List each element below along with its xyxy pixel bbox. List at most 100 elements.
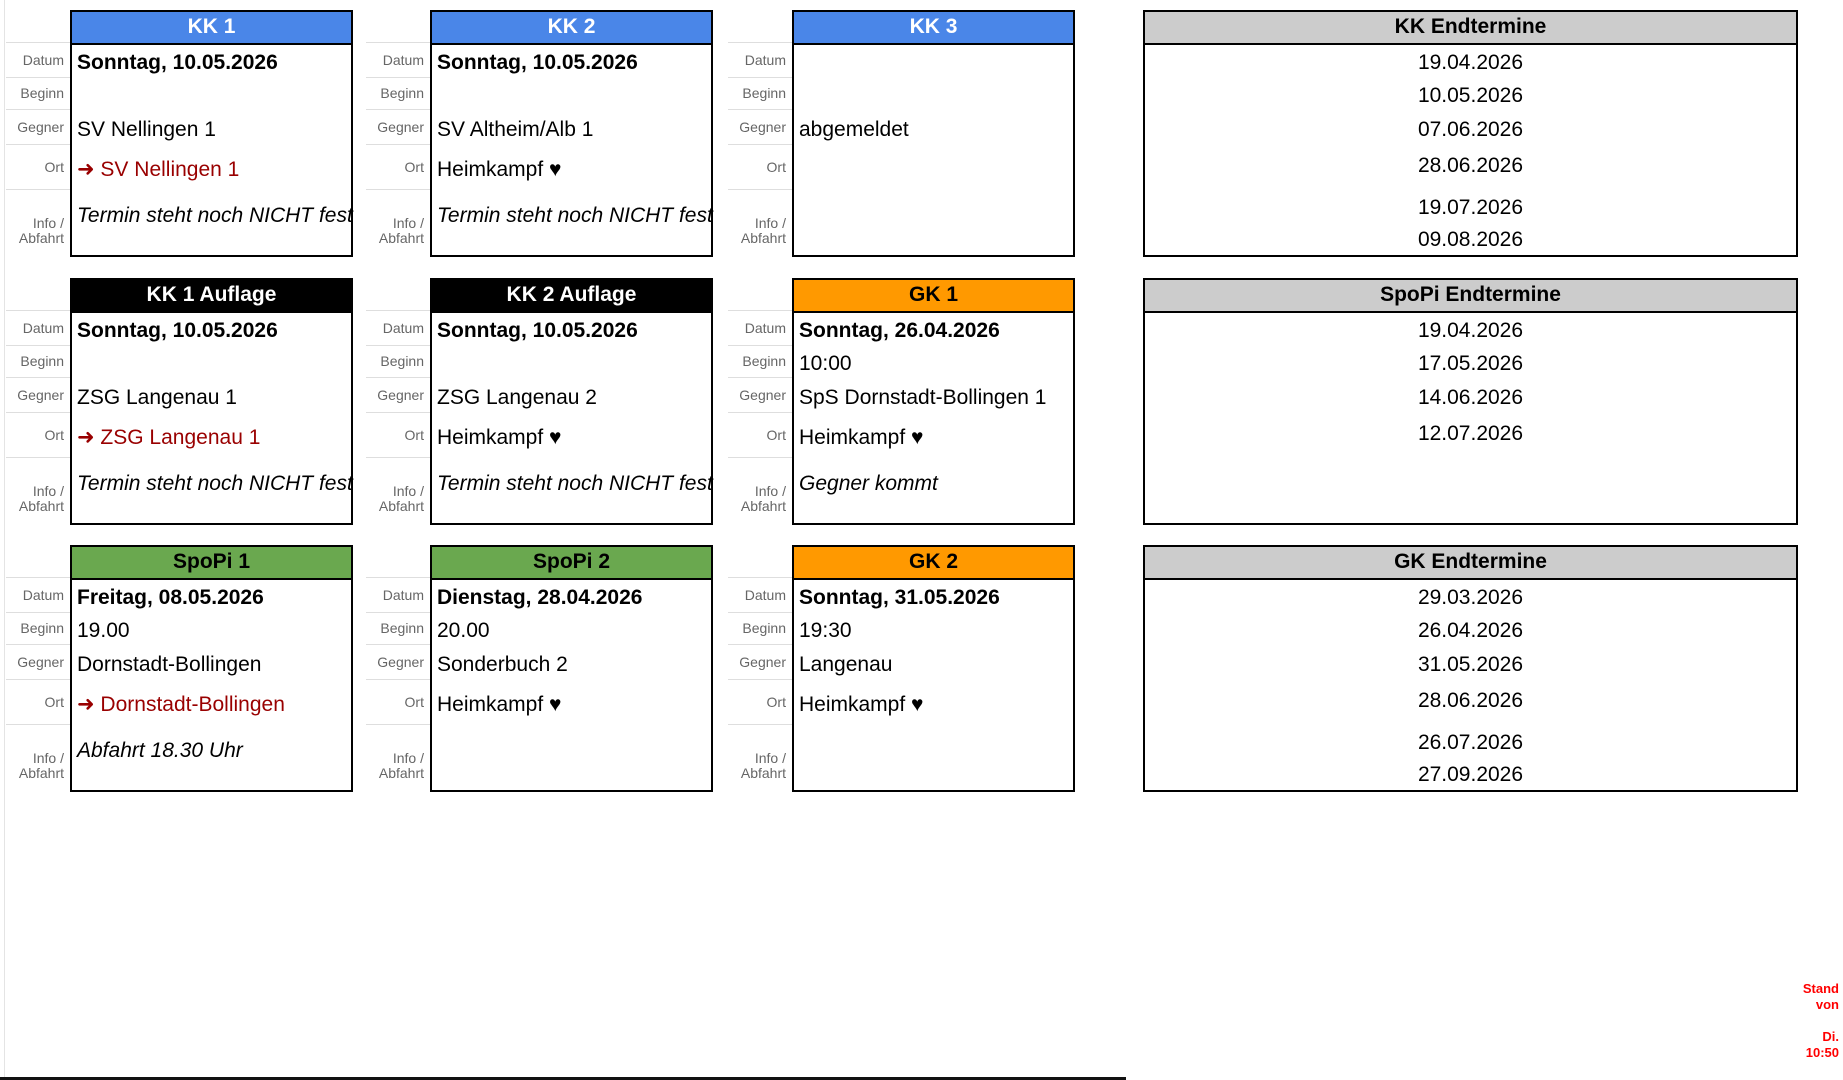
beginn-value: 10:00 [799, 352, 852, 375]
label-datum: Datum [366, 311, 430, 346]
label-datum: Datum [6, 578, 70, 613]
label-beginn: Beginn [728, 346, 792, 378]
table-title: GK Endtermine [1145, 547, 1796, 580]
label-ort: Ort [728, 680, 792, 725]
gegner-value: abgemeldet [799, 117, 909, 141]
date-cell: 19.04.2026 [1417, 50, 1524, 74]
date-cell: 19.04.2026 [1417, 318, 1524, 342]
info-value: Termin steht noch NICHT fest [437, 204, 713, 227]
label-info-abfahrt: Info / Abfahrt [18, 483, 64, 514]
label-gegner: Gegner [6, 645, 70, 680]
info-value [794, 192, 1073, 255]
ort-value: ➜ Dornstadt-Bollingen [77, 693, 285, 716]
card-title: KK 1 [72, 12, 351, 45]
info-value: Termin steht noch NICHT fest [77, 472, 353, 495]
ort-value [794, 147, 1073, 192]
beginn-value: 19.00 [77, 619, 130, 642]
date-cell: 31.05.2026 [1417, 652, 1524, 676]
datum-value: Freitag, 08.05.2026 [77, 585, 264, 609]
card-kk2: KK 2 Sonntag, 10.05.2026 SV Altheim/Alb … [430, 10, 713, 257]
label-beginn: Beginn [6, 613, 70, 645]
label-gegner: Gegner [728, 645, 792, 680]
status-note-line: Di. [1822, 1029, 1839, 1044]
label-gegner: Gegner [366, 110, 430, 145]
label-ort: Ort [728, 145, 792, 190]
ort-value: ➜ SV Nellingen 1 [77, 158, 240, 181]
label-info-abfahrt: Info / Abfahrt [18, 215, 64, 246]
date-cell: 29.03.2026 [1417, 585, 1524, 609]
datum-value: Sonntag, 10.05.2026 [77, 318, 278, 342]
label-beginn: Beginn [6, 78, 70, 110]
card-title: GK 2 [794, 547, 1073, 580]
label-gegner: Gegner [6, 378, 70, 413]
ort-value: Heimkampf ♥ [799, 425, 924, 449]
label-info-abfahrt: Info / Abfahrt [378, 215, 424, 246]
date-cell: 26.07.2026 [1417, 731, 1524, 754]
card-group-kk3: Datum Beginn Gegner Ort Info / Abfahrt KK… [728, 10, 1075, 257]
gegner-value: Langenau [799, 652, 893, 676]
label-datum: Datum [366, 43, 430, 78]
status-note-line: von [1815, 997, 1839, 1012]
label-ort: Ort [6, 145, 70, 190]
card-title: SpoPi 1 [72, 547, 351, 580]
card-group-kk1: Datum Beginn Gegner Ort Info / Abfahrt KK… [6, 10, 353, 257]
gegner-value: SV Altheim/Alb 1 [437, 117, 594, 141]
label-beginn: Beginn [728, 78, 792, 110]
card-kk3: KK 3 abgemeldet [792, 10, 1075, 257]
table-gk-endtermine: GK Endtermine 29.03.2026 26.04.2026 31.0… [1143, 545, 1798, 792]
label-gegner: Gegner [728, 110, 792, 145]
table-spopi-endtermine: SpoPi Endtermine 19.04.2026 17.05.2026 1… [1143, 278, 1798, 525]
table-title: KK Endtermine [1145, 12, 1796, 45]
date-cell [1145, 460, 1796, 492]
datum-value: Dienstag, 28.04.2026 [437, 585, 643, 609]
card-group-gk1: Datum Beginn Gegner Ort Info / Abfahrt GK… [728, 278, 1075, 525]
info-value: Gegner kommt [799, 472, 938, 495]
label-datum: Datum [728, 311, 792, 346]
gegner-value: SpS Dornstadt-Bollingen 1 [799, 385, 1047, 409]
gegner-value: ZSG Langenau 2 [437, 385, 597, 409]
table-title: SpoPi Endtermine [1145, 280, 1796, 313]
date-cell: 07.06.2026 [1417, 117, 1524, 141]
ort-value: Heimkampf ♥ [437, 157, 562, 181]
info-value: Termin steht noch NICHT fest [437, 472, 713, 495]
card-kk1: KK 1 Sonntag, 10.05.2026 SV Nellingen 1 … [70, 10, 353, 257]
card-spopi1: SpoPi 1 Freitag, 08.05.2026 19.00 Dornst… [70, 545, 353, 792]
datum-value: Sonntag, 10.05.2026 [437, 50, 638, 74]
beginn-value [794, 80, 1073, 112]
label-ort: Ort [366, 145, 430, 190]
label-ort: Ort [366, 680, 430, 725]
ort-value: ➜ ZSG Langenau 1 [77, 426, 261, 449]
gegner-value: SV Nellingen 1 [77, 117, 216, 141]
label-beginn: Beginn [6, 346, 70, 378]
beginn-value [72, 348, 351, 380]
card-kk2-auflage: KK 2 Auflage Sonntag, 10.05.2026 ZSG Lan… [430, 278, 713, 525]
date-cell [1145, 492, 1796, 524]
card-group-kk2-auflage: Datum Beginn Gegner Ort Info / Abfahrt KK… [366, 278, 713, 525]
date-cell: 10.05.2026 [1417, 84, 1524, 107]
label-ort: Ort [6, 680, 70, 725]
card-title: SpoPi 2 [432, 547, 711, 580]
date-cell: 14.06.2026 [1417, 385, 1524, 409]
info-value [794, 727, 1073, 790]
ort-value: Heimkampf ♥ [437, 425, 562, 449]
beginn-value [72, 80, 351, 112]
beginn-value: 19:30 [799, 619, 852, 642]
row-labels: Datum Beginn Gegner Ort Info / Abfahrt [728, 10, 792, 257]
row-labels: Datum Beginn Gegner Ort Info / Abfahrt [6, 278, 70, 525]
label-info-abfahrt: Info / Abfahrt [740, 483, 786, 514]
card-title: KK 3 [794, 12, 1073, 45]
status-note-line: Stand [1802, 981, 1839, 996]
row-labels: Datum Beginn Gegner Ort Info / Abfahrt [366, 278, 430, 525]
card-group-kk2: Datum Beginn Gegner Ort Info / Abfahrt KK… [366, 10, 713, 257]
label-datum: Datum [728, 43, 792, 78]
label-datum: Datum [6, 311, 70, 346]
card-gk2: GK 2 Sonntag, 31.05.2026 19:30 Langenau … [792, 545, 1075, 792]
date-cell: 27.09.2026 [1417, 763, 1524, 786]
label-beginn: Beginn [366, 613, 430, 645]
label-gegner: Gegner [6, 110, 70, 145]
info-value: Termin steht noch NICHT fest [77, 204, 353, 227]
gegner-value: Sonderbuch 2 [437, 652, 568, 676]
datum-value: Sonntag, 10.05.2026 [437, 318, 638, 342]
sheet-left-gridline [4, 0, 5, 1080]
info-value [432, 727, 711, 790]
